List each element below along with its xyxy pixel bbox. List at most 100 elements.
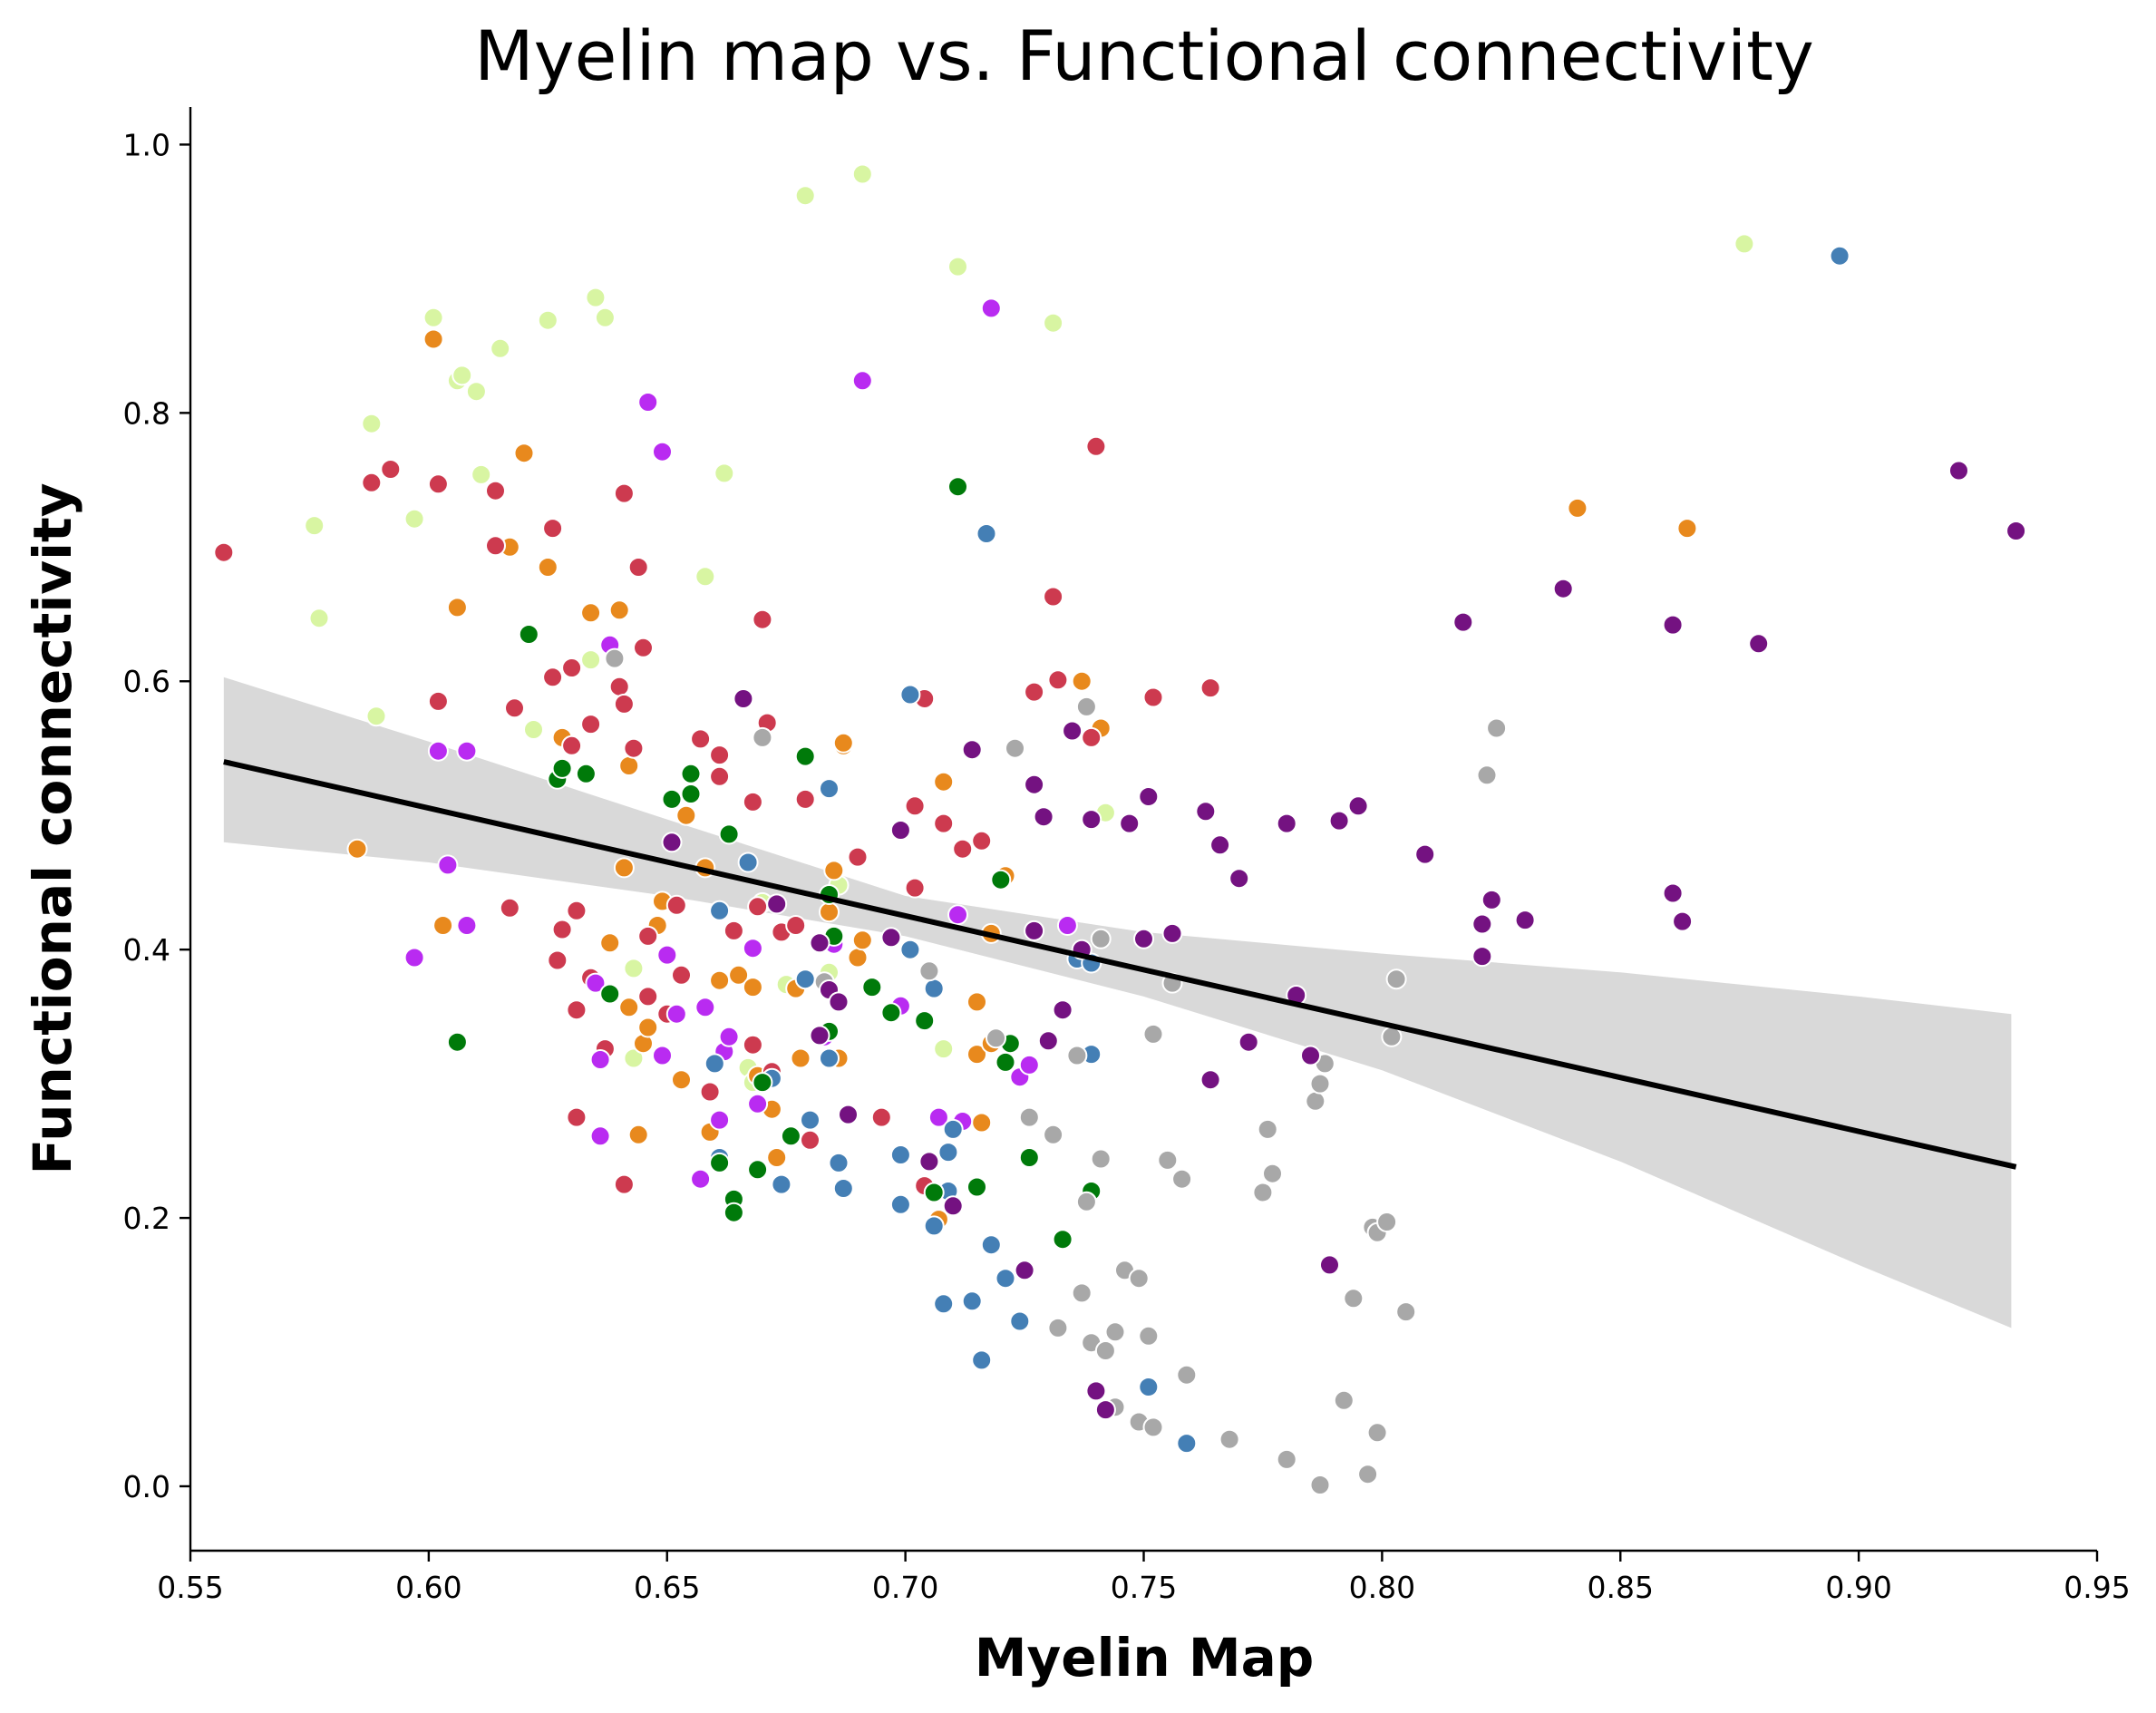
data-point [819,778,840,800]
data-point [1414,843,1436,865]
data-point [518,624,539,645]
data-point [1385,968,1407,990]
data-point [980,297,1002,319]
data-point [446,1031,468,1053]
data-point [361,472,383,493]
data-point [794,185,816,207]
data-point [723,920,744,941]
data-point [1748,633,1770,655]
data-point [1333,1389,1355,1411]
series-6 [604,647,1508,1495]
data-point [623,1047,645,1069]
data-point [828,1152,850,1173]
confidence-band-layer [223,676,2012,1329]
data-point [490,337,511,359]
data-point [1052,1229,1073,1251]
data-point [947,256,968,277]
data-point [937,1142,959,1163]
data-point [861,977,883,998]
data-point [671,964,692,986]
data-point [561,657,583,678]
data-point [1138,1377,1160,1397]
data-point [380,459,402,480]
data-point [1094,1399,1116,1421]
data-point [870,1106,892,1128]
data-point [709,1109,731,1131]
chart-title: Myelin map vs. Functional connectivity [474,15,1814,96]
data-point [986,1027,1006,1049]
data-point [794,745,816,767]
data-point [1033,806,1054,828]
data-point [1128,1268,1150,1290]
data-point [1161,922,1183,944]
data-point [580,649,602,671]
data-point [1085,435,1107,457]
data-point [976,523,997,544]
data-point [1142,1023,1164,1045]
data-point [899,939,921,960]
data-point [1047,1317,1069,1338]
data-point [365,706,387,727]
data-point [923,978,945,999]
data-point [1319,1254,1340,1276]
data-point [752,608,773,630]
data-point [1276,813,1297,834]
data-point [1157,1149,1179,1171]
data-point [213,541,235,563]
data-point [499,897,520,919]
series-5 [446,476,1102,1251]
data-point [403,508,425,530]
data-point [718,823,740,845]
data-point [1452,611,1474,633]
data-point [566,900,588,921]
data-point [785,915,807,936]
data-point [1662,614,1684,636]
data-point [904,877,926,899]
data-point [1014,1260,1035,1281]
data-point [752,726,773,748]
data-point [1199,677,1221,699]
data-point [747,1093,769,1114]
data-point [923,1215,945,1237]
data-point [1142,1416,1164,1438]
data-point [832,732,854,754]
y-tick-label: 0.6 [123,664,170,699]
data-point [1514,910,1536,931]
series-7 [661,460,2027,1421]
y-tick-label: 0.4 [123,932,170,968]
data-point [709,1152,731,1173]
data-point [1024,774,1045,795]
data-point [747,1159,769,1181]
data-point [990,869,1012,891]
data-point [551,919,573,940]
data-point [1075,696,1097,717]
data-point [947,904,968,926]
data-point [542,518,564,540]
data-point [561,735,583,756]
data-point [613,1173,635,1195]
data-point [737,852,759,873]
data-point [613,857,635,879]
data-point [623,958,645,979]
data-point [790,1047,811,1069]
data-point [828,991,850,1013]
data-point [633,637,654,658]
data-point [1133,928,1154,949]
data-point [485,535,506,557]
data-point [952,838,974,860]
data-point [551,757,573,779]
data-point [1047,669,1069,691]
data-point [1009,1310,1031,1332]
data-point [680,763,702,784]
data-point [1104,1321,1126,1343]
y-axis-label: Functional connectivity [22,482,83,1174]
data-point [589,1049,611,1070]
data-point [1486,717,1508,739]
data-point [1209,834,1231,856]
data-point [851,370,873,392]
x-axis-label: Myelin Map [975,1627,1314,1689]
x-ticks: 0.55 0.60 0.65 0.70 0.75 0.80 0.85 0.90 0.95 [157,1551,2131,1605]
data-point [971,830,993,852]
data-point [1471,913,1493,935]
data-point [1305,1090,1326,1112]
